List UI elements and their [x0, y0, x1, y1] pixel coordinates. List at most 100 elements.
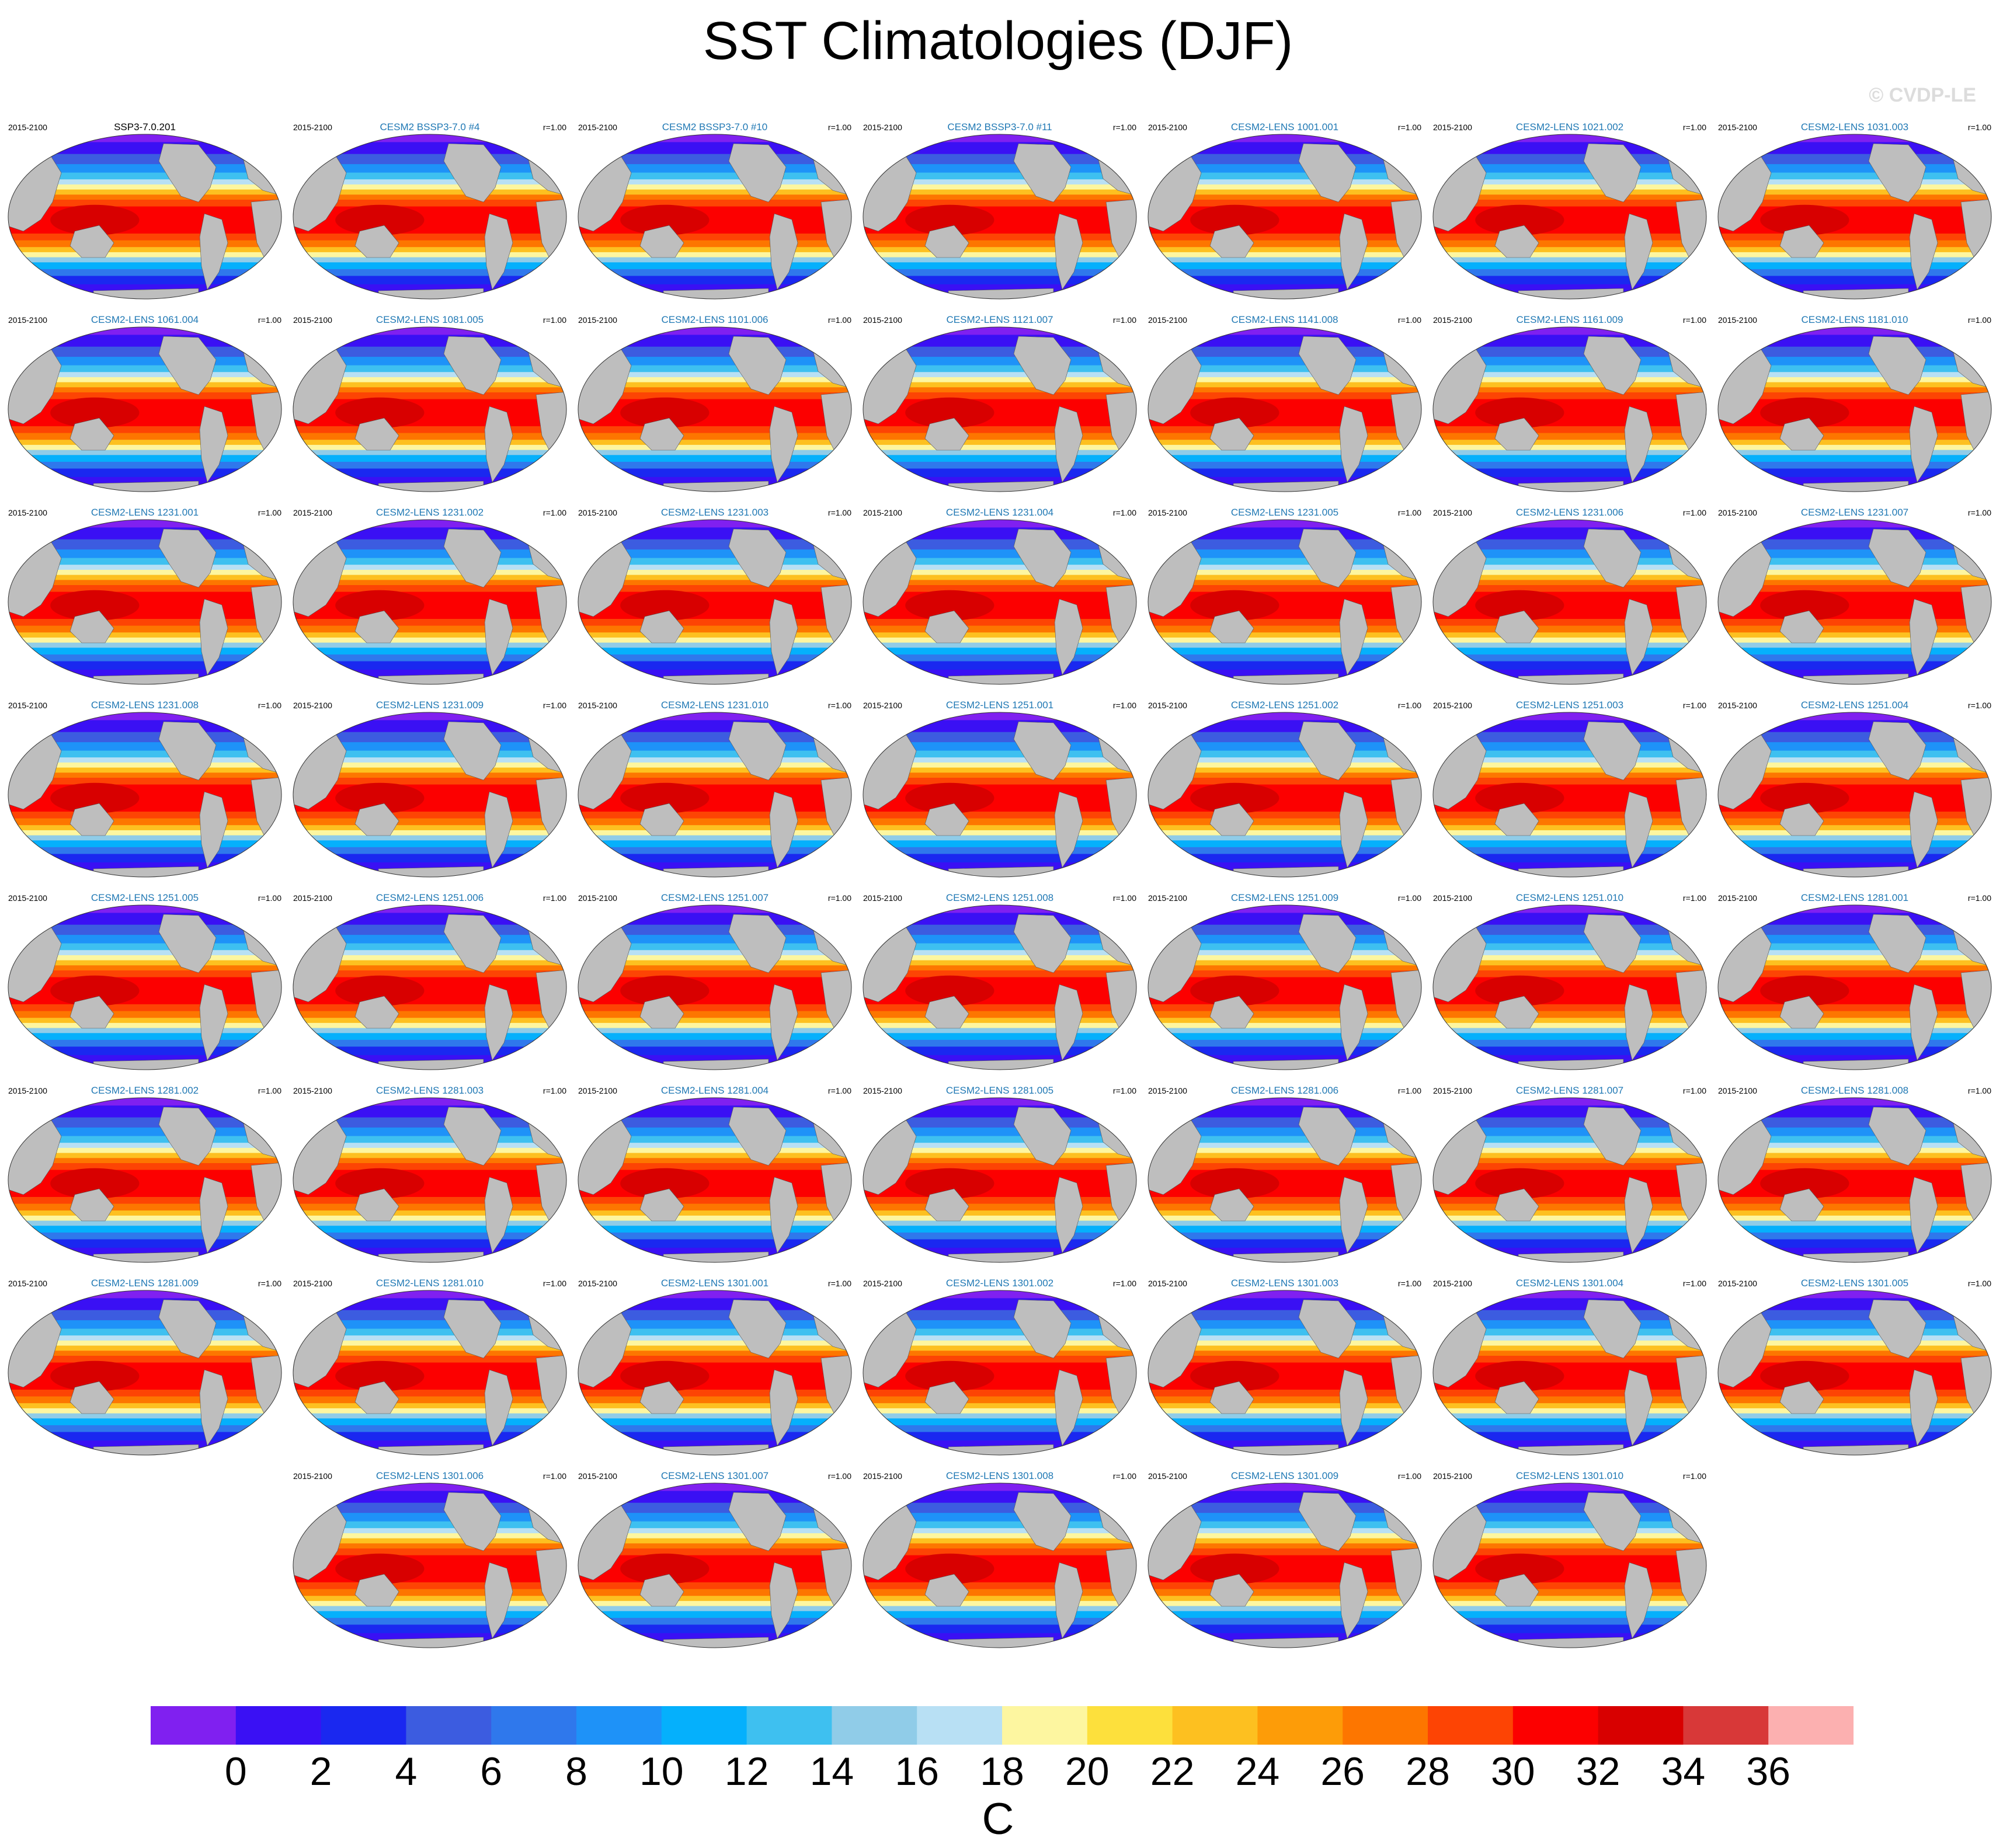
land-mass: [1233, 1444, 1339, 1455]
panel-period: 2015-2100: [578, 1279, 617, 1288]
sst-band: [8, 247, 281, 253]
sst-band: [1148, 142, 1421, 155]
land-mass: [1583, 1492, 1642, 1551]
sst-map: [1147, 326, 1422, 492]
sst-band: [578, 1413, 851, 1419]
map-panel: 2015-2100 CESM2-LENS 1281.007 r=1.00: [1431, 1084, 1709, 1272]
land-mass: [728, 1299, 787, 1359]
panel-pattern-correlation: r=1.00: [543, 123, 566, 132]
warm-pool: [905, 204, 994, 235]
land-mass: [1583, 528, 1642, 588]
sst-band: [293, 1039, 566, 1047]
sst-band: [863, 1203, 1136, 1212]
sst-band: [8, 1105, 281, 1118]
warm-pool: [1190, 1360, 1279, 1391]
sst-band: [293, 767, 566, 774]
sst-band: [293, 134, 566, 143]
sst-band: [293, 1203, 566, 1212]
sst-band: [863, 812, 1136, 819]
sst-band: [293, 257, 566, 263]
sst-band: [1148, 184, 1421, 190]
sst-band: [293, 712, 566, 721]
panel-pattern-correlation: r=1.00: [827, 1086, 851, 1095]
land-mass: [1624, 406, 1653, 483]
land-mass: [484, 1562, 513, 1639]
sst-band: [1718, 1239, 1991, 1248]
sst-band: [1718, 757, 1991, 763]
sst-band: [1148, 527, 1421, 540]
map-panel: 2015-2100 CESM2-LENS 1301.002 r=1.00: [861, 1276, 1139, 1464]
sst-band: [578, 1022, 851, 1029]
sst-band: [1148, 762, 1421, 768]
sst-band: [8, 1351, 281, 1356]
land-mass: [69, 1381, 114, 1414]
colorbar-swatch: [832, 1706, 917, 1745]
sst-band: [863, 392, 1136, 400]
land-mass: [1868, 914, 1927, 973]
map-panel: 2015-2100 CESM2-LENS 1301.009 r=1.00: [1146, 1469, 1424, 1657]
map-panel: 2015-2100 CESM2-LENS 1001.001 r=1.00: [1146, 120, 1424, 308]
sst-band: [863, 642, 1136, 649]
sst-band: [8, 847, 281, 855]
panel-pattern-correlation: r=1.00: [1682, 123, 1706, 132]
panel-title: CESM2-LENS 1301.007: [660, 1470, 769, 1481]
land-mass: [378, 1251, 484, 1262]
sst-band: [1718, 1356, 1991, 1363]
sst-band: [578, 970, 851, 978]
sst-band: [1718, 1220, 1991, 1227]
sst-band: [863, 1555, 1136, 1583]
sst-band: [8, 1345, 281, 1352]
sst-band: [1433, 1548, 1706, 1556]
sst-band: [1718, 977, 1991, 1005]
sst-band: [1718, 642, 1991, 649]
land-mass: [1494, 996, 1539, 1029]
panel-pattern-correlation: r=1.00: [1397, 1086, 1421, 1095]
land-mass: [1803, 673, 1909, 684]
panel-title: CESM2-LENS 1281.005: [945, 1085, 1054, 1096]
panel-title: CESM2-LENS 1281.001: [1800, 892, 1909, 903]
sst-band: [1718, 527, 1991, 540]
sst-band: [863, 450, 1136, 456]
sst-band: [8, 189, 281, 196]
sst-band: [863, 1548, 1136, 1556]
sst-band: [1148, 1418, 1421, 1426]
land-mass: [1779, 225, 1824, 258]
panel-pattern-correlation: r=1.00: [1397, 315, 1421, 325]
sst-band: [578, 327, 851, 336]
sst-band: [1148, 1239, 1421, 1248]
sst-band: [578, 1290, 851, 1299]
sst-band: [1433, 399, 1706, 427]
map-panel: 2015-2100 CESM2-LENS 1251.001 r=1.00: [861, 698, 1139, 886]
map-panel: 2015-2100 SSP3-7.0.201: [6, 120, 284, 308]
warm-pool: [905, 590, 994, 621]
sst-band: [8, 1340, 281, 1346]
sst-band: [863, 1310, 1136, 1321]
colorbar-swatch: [1002, 1706, 1088, 1745]
sst-band: [1148, 585, 1421, 593]
sst-band: [863, 1298, 1136, 1311]
sst-band: [1433, 206, 1706, 234]
sst-band: [1433, 1163, 1706, 1171]
sst-band: [8, 1011, 281, 1019]
colorbar-units: C: [982, 1794, 1014, 1844]
panel-title: CESM2-LENS 1281.010: [375, 1278, 484, 1289]
sst-band: [8, 200, 281, 207]
sst-band: [1433, 269, 1706, 277]
sst-band: [8, 625, 281, 634]
sst-band: [1433, 1197, 1706, 1205]
land-mass: [1583, 914, 1642, 973]
sst-band: [863, 732, 1136, 743]
map-panel: 2015-2100 CESM2-LENS 1231.007 r=1.00: [1716, 506, 1994, 694]
sst-band: [1433, 327, 1706, 336]
sst-band: [578, 1611, 851, 1619]
sst-band: [1718, 1403, 1991, 1409]
sst-band: [1148, 960, 1421, 966]
sst-band: [1718, 1117, 1991, 1129]
sst-band: [578, 399, 851, 427]
land-mass: [1339, 1369, 1368, 1446]
sst-band: [863, 234, 1136, 241]
sst-band: [863, 637, 1136, 643]
sst-band: [8, 1408, 281, 1414]
sst-band: [293, 1538, 566, 1544]
land-mass: [663, 1251, 769, 1262]
